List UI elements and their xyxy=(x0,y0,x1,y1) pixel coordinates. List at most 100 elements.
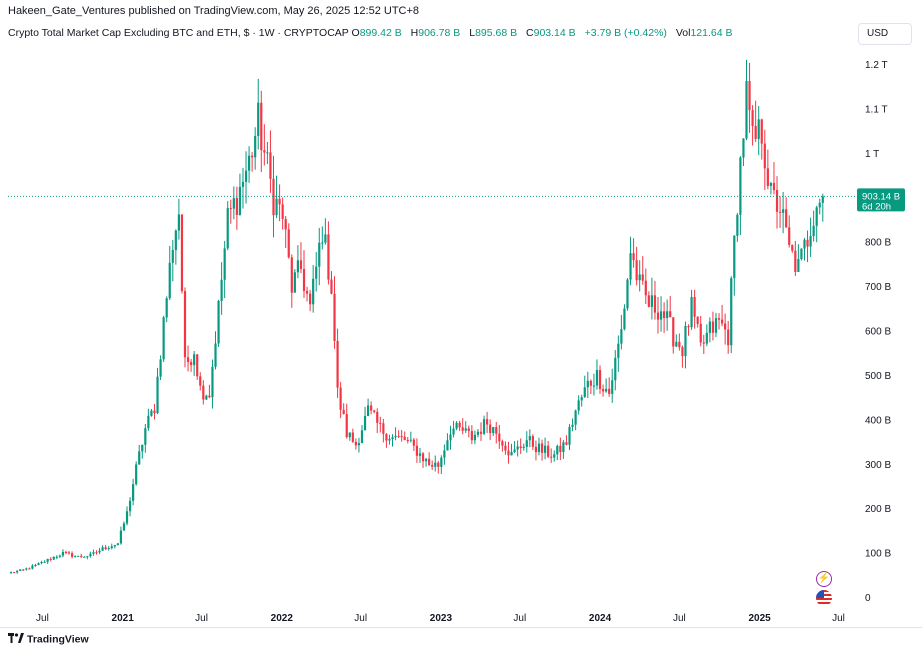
candle-body xyxy=(772,183,776,191)
candle-body xyxy=(455,422,458,429)
candle-body xyxy=(507,450,510,456)
candle-body xyxy=(299,260,303,270)
symbol-legend: Crypto Total Market Cap Excluding BTC an… xyxy=(8,27,738,39)
candle-body xyxy=(742,138,745,158)
candles xyxy=(9,59,824,574)
candle-body xyxy=(522,446,525,449)
candle-body xyxy=(101,547,104,551)
symbol-title[interactable]: Crypto Total Market Cap Excluding BTC an… xyxy=(8,27,349,39)
candle-body xyxy=(577,400,580,411)
candle-body xyxy=(492,427,495,434)
candle-body xyxy=(620,329,623,344)
candle-body xyxy=(681,347,684,357)
candle-body xyxy=(534,446,538,453)
candle-body xyxy=(281,204,284,219)
candle-body xyxy=(168,262,171,299)
candle-body xyxy=(357,443,361,446)
brand-name: TradingView xyxy=(27,633,89,646)
y-tick-label: 600 B xyxy=(865,327,891,338)
candle-body xyxy=(159,359,162,377)
candle-body xyxy=(70,553,74,557)
open-label: O xyxy=(351,27,360,39)
candle-body xyxy=(34,564,37,566)
candle-body xyxy=(183,291,187,358)
candle-body xyxy=(495,427,498,434)
candle-body xyxy=(458,422,461,428)
candle-body xyxy=(333,293,336,341)
candle-body xyxy=(28,568,31,570)
candle-body xyxy=(434,462,437,467)
candle-body xyxy=(315,266,318,279)
candle-body xyxy=(693,296,696,317)
candle-body xyxy=(409,439,412,441)
candle-body xyxy=(272,178,275,216)
candle-body xyxy=(171,250,174,263)
candle-body xyxy=(174,230,177,251)
candle-body xyxy=(708,321,711,333)
candle-body xyxy=(247,155,251,171)
candle-body xyxy=(415,445,419,456)
open-value: 899.42 B xyxy=(359,27,402,39)
candle-body xyxy=(290,257,293,293)
candle-body xyxy=(177,214,180,231)
candle-body xyxy=(214,343,217,367)
candle-body xyxy=(803,239,806,249)
candle-body xyxy=(647,295,650,307)
candle-body xyxy=(342,409,345,415)
candle-body xyxy=(778,211,782,213)
candle-body xyxy=(617,343,620,358)
candle-body xyxy=(623,308,626,330)
candle-body xyxy=(40,561,43,564)
candle-body xyxy=(553,454,556,458)
candle-body xyxy=(263,150,266,153)
candle-body xyxy=(345,414,348,438)
candle-body xyxy=(769,183,773,186)
candle-body xyxy=(760,119,763,144)
candle-body xyxy=(278,198,281,205)
candle-body xyxy=(580,397,583,401)
candle-body xyxy=(650,295,653,307)
candle-body xyxy=(550,456,553,458)
candle-body xyxy=(775,190,779,212)
candle-body xyxy=(229,208,232,210)
candle-body xyxy=(312,278,315,305)
candle-body xyxy=(266,152,269,154)
low-value: 895.68 B xyxy=(475,27,518,39)
candle-body xyxy=(205,395,208,400)
x-tick-label: 2024 xyxy=(589,613,612,624)
publisher-line: Hakeen_Gate_Ventures published on Tradin… xyxy=(8,5,420,17)
candle-body xyxy=(476,431,480,435)
candle-body xyxy=(565,442,568,445)
x-tick-label: Jul xyxy=(354,613,367,624)
candle-body xyxy=(714,318,718,333)
candle-body xyxy=(696,316,699,324)
candle-body xyxy=(287,229,290,258)
candle-body xyxy=(373,410,376,412)
candle-body xyxy=(128,500,132,512)
tradingview-brand[interactable]: TradingView xyxy=(8,633,89,646)
candle-body xyxy=(556,445,559,455)
candle-body xyxy=(251,155,254,158)
y-tick-label: 100 B xyxy=(865,549,891,560)
candle-body xyxy=(302,269,306,291)
last-price-tag-box xyxy=(857,188,905,212)
candle-body xyxy=(452,428,455,435)
y-tick-label: 200 B xyxy=(865,504,891,515)
lightning-icon[interactable]: ⚡ xyxy=(816,571,832,587)
candle-body xyxy=(305,290,309,294)
candle-body xyxy=(366,405,370,416)
candle-body xyxy=(635,260,638,281)
candle-body xyxy=(690,296,693,328)
us-flag-icon[interactable] xyxy=(816,590,832,606)
candle-body xyxy=(424,458,428,462)
candle-body xyxy=(67,552,71,554)
candle-body xyxy=(510,451,513,456)
currency-selector[interactable]: USD xyxy=(858,23,912,45)
x-tick-label: Jul xyxy=(513,613,526,624)
x-tick-label: 2025 xyxy=(748,613,771,624)
candle-body xyxy=(16,570,19,573)
candle-body xyxy=(83,556,86,558)
candle-body xyxy=(754,126,757,139)
y-tick-label: 700 B xyxy=(865,282,891,293)
